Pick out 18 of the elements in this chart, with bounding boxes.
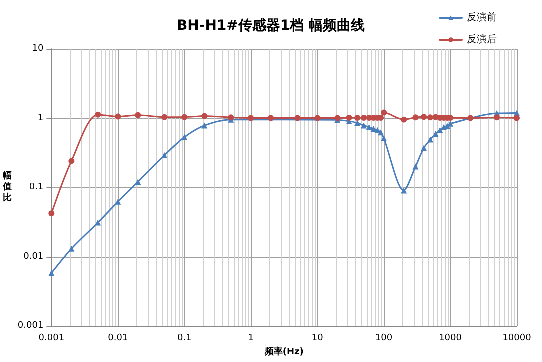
x-tick-label: 0.01: [108, 334, 128, 344]
x-tick-label: 1000: [439, 334, 462, 344]
x-tick-label: 0.1: [177, 334, 192, 344]
x-tick-label: 10000: [502, 334, 532, 344]
y-tick-label: 0.001: [18, 321, 44, 332]
y-tick-label: 0.01: [24, 252, 44, 262]
y-tick-label: 1: [38, 113, 44, 124]
legend-label: 反演前: [467, 12, 497, 24]
y-axis-title: 幅值比: [2, 170, 12, 204]
y-tick-label: 10: [32, 44, 44, 54]
legend-label: 反演后: [467, 34, 497, 46]
x-tick-label: 0.001: [38, 334, 65, 344]
chart-title: BH-H1#传感器1档 幅频曲线: [176, 18, 366, 34]
x-axis-title: 频率(Hz): [264, 346, 304, 358]
y-tick-label: 0.1: [29, 182, 44, 193]
x-tick-label: 100: [375, 334, 393, 344]
x-tick-label: 10: [312, 334, 324, 344]
x-tick-label: 1: [248, 334, 254, 344]
